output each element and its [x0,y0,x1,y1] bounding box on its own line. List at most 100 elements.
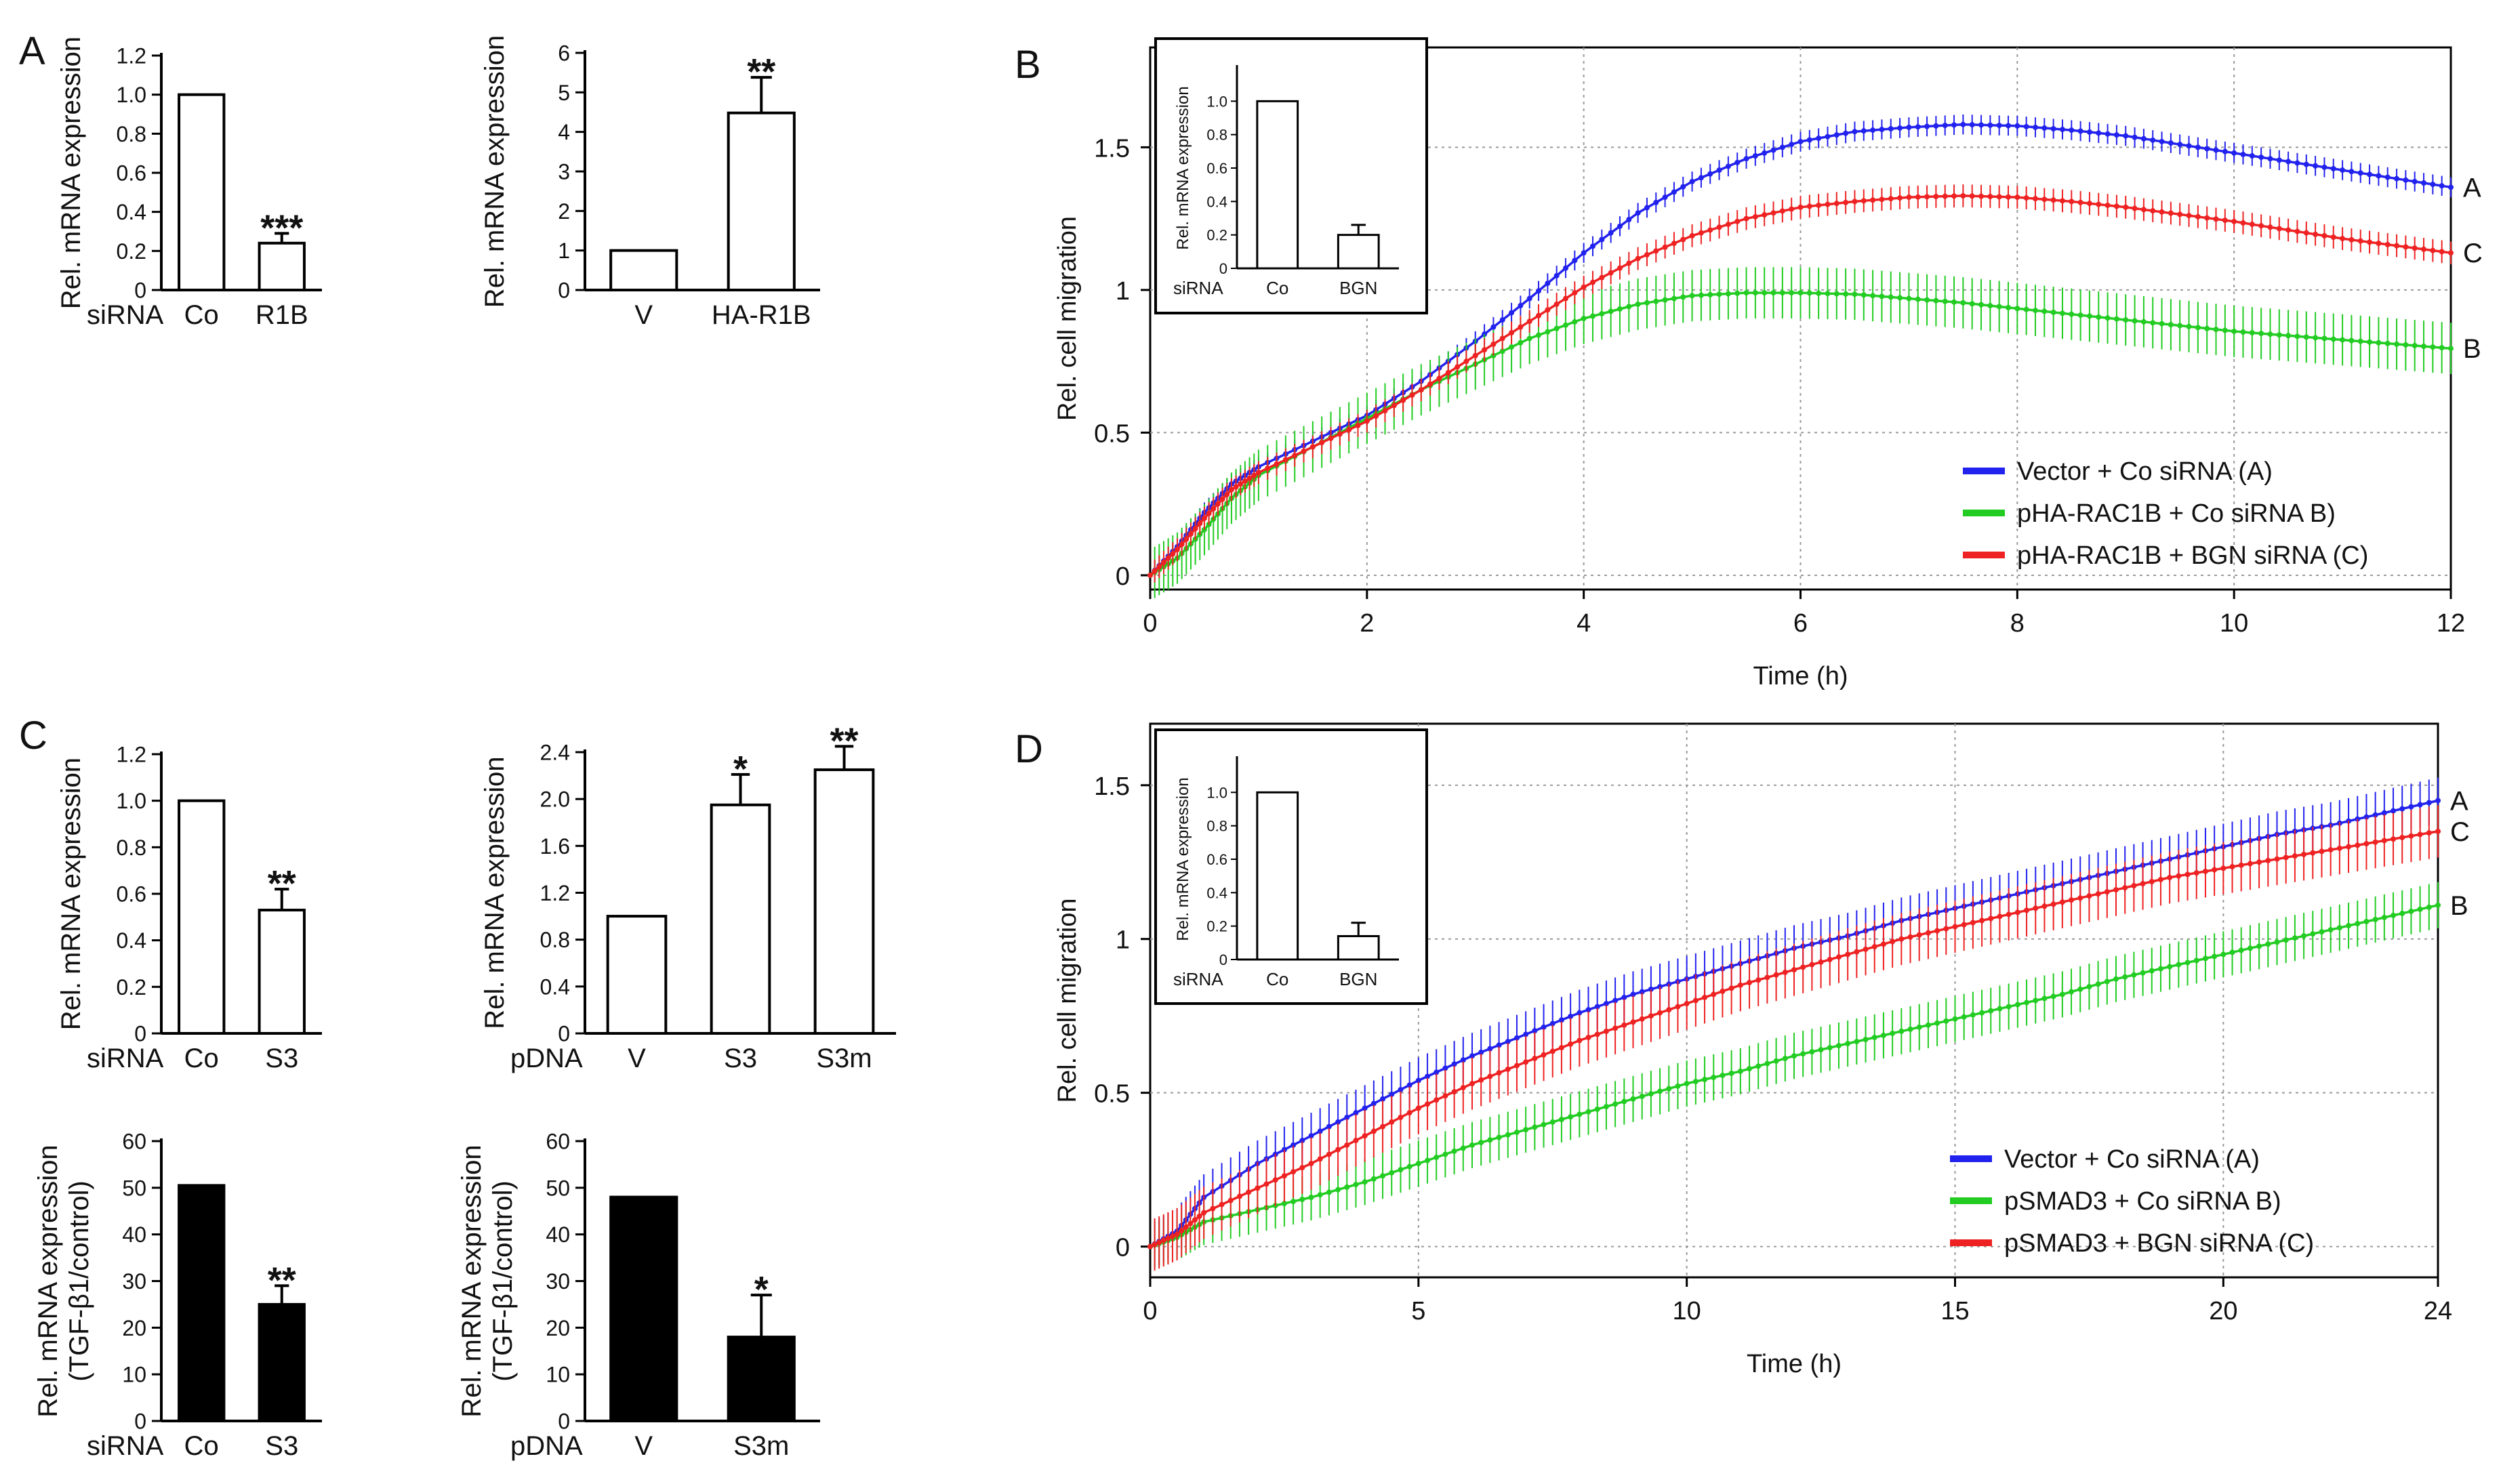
bar-chart-a1: 0 0.2 0.4 0.6 0.8 1.0 1.2 Rel. mRNA expressions… [56,37,322,330]
category-label: S3m [816,1044,872,1073]
data-point [1594,1031,1600,1037]
data-point [1549,1021,1556,1027]
data-point [1942,298,1948,304]
data-point [1478,1077,1484,1083]
data-point [1779,208,1785,214]
data-point [1797,138,1804,144]
data-point [2024,907,2030,913]
y-tick-label: 40 [546,1222,570,1247]
data-point [2240,329,2246,335]
data-point [1211,506,1217,512]
data-point [1925,1022,1931,1028]
data-point [1684,1001,1690,1007]
data-point [2213,327,2219,333]
y-axis-title: Rel. mRNA expression [480,756,510,1029]
data-point [2212,953,2218,960]
data-point [2313,335,2319,341]
data-point [2408,833,2414,839]
data-point [1818,959,1824,965]
group-label: pDNA [510,1431,583,1461]
data-point [1585,1007,1591,1013]
data-point [1469,1142,1475,1148]
data-point [2321,232,2327,239]
data-point [1762,212,1768,218]
data-point [2372,812,2378,818]
y-tick-label: 0 [1116,562,1130,591]
data-point [1897,195,1903,201]
data-point [2023,123,2029,129]
data-point [1612,997,1619,1004]
data-point [1635,210,1641,216]
x-tick-label: 4 [1577,609,1591,638]
data-point [2204,146,2210,152]
data-point [1434,1154,1440,1160]
data-point [2363,919,2370,925]
significance-marker: * [754,1269,769,1310]
data-point [1635,255,1641,262]
data-point [2367,171,2373,178]
data-point [1791,1053,1797,1059]
data-point [1290,1142,1297,1148]
data-point [1398,1167,1404,1173]
data-point [1160,1237,1166,1243]
data-point [1274,461,1280,467]
data-point [1487,1137,1493,1143]
data-point [1319,440,1325,446]
y-tick-label: 3 [558,160,570,184]
data-point [2426,800,2432,806]
y-tick-label: 1.5 [1094,772,1130,801]
data-point [1888,126,1894,131]
data-point [1845,1041,1851,1047]
data-point [1281,1173,1287,1179]
data-point [1648,1091,1654,1097]
data-point [1179,541,1185,548]
data-point [1662,244,1668,250]
data-point [1246,475,1253,481]
data-point [2231,150,2237,156]
x-tick-label: 12 [2437,609,2465,638]
group-label: pDNA [510,1044,583,1073]
data-point [2132,318,2138,324]
y-tick-label: 0.2 [117,239,146,264]
data-point [2412,178,2418,184]
data-point [1197,520,1203,527]
data-point [1800,1051,1806,1057]
data-point [2023,306,2029,312]
data-point [2372,916,2378,922]
data-point [1863,946,1869,952]
data-point [1827,1045,1833,1051]
data-point [2229,949,2235,955]
data-point [1979,1010,1985,1016]
data-point [2340,167,2346,173]
data-point [1833,201,1839,207]
data-point [1969,193,1975,199]
data-point [2394,341,2400,347]
data-point [2069,989,2075,995]
data-point [2403,342,2409,348]
data-point [2363,814,2370,820]
data-point [2417,906,2423,912]
data-point [2327,847,2334,853]
data-point [2113,203,2119,209]
data-point [1996,304,2002,310]
data-point [2213,147,2219,153]
bar-chart-c1: 0 0.2 0.4 0.6 0.8 1.0 1.2 Rel. mRNA expressions… [56,743,322,1073]
line-chart-d: 0 5 10 15 20 24 0 0.5 1 1.5 Time (h) Rel. cell migr… [1053,722,2470,1378]
data-point [1599,274,1605,281]
inset-y-tick-label: 0.8 [1206,127,1227,144]
data-point [2391,912,2397,918]
data-point [1997,1006,2003,1012]
data-point [1415,1161,1421,1167]
data-point [1934,928,1940,934]
data-point [1728,985,1734,991]
data-point [2195,213,2201,220]
data-point [1577,1111,1583,1117]
data-point [1227,1197,1234,1203]
data-point [1671,189,1677,195]
data-point [1879,127,1885,133]
inset-y-axis-title: Rel. mRNA expression [1174,777,1192,941]
data-point [2050,197,2056,203]
data-point [1816,202,1822,208]
data-point [2149,968,2155,974]
data-point [2357,170,2363,176]
